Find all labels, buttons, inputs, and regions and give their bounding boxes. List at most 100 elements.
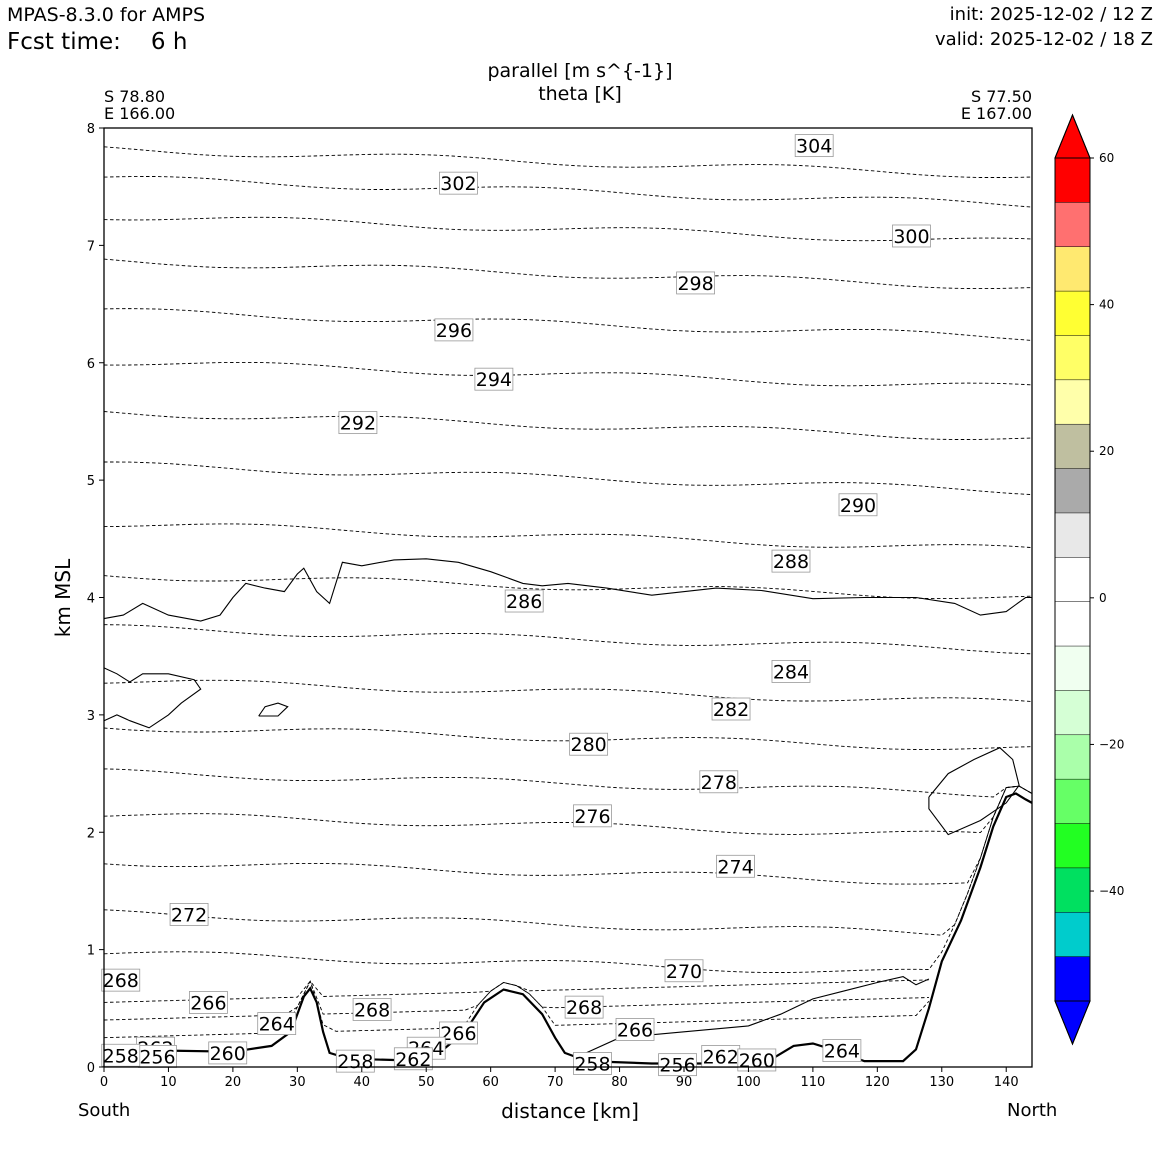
contour-label: 262 bbox=[703, 1046, 739, 1068]
y-tick-label: 2 bbox=[87, 826, 95, 841]
wind-contour bbox=[928, 747, 1020, 836]
contour-label-box bbox=[569, 732, 609, 756]
colorbar-tick-label: 60 bbox=[1099, 151, 1114, 165]
contour-label: 292 bbox=[340, 413, 376, 435]
contour-label-box bbox=[664, 959, 704, 983]
terrain-line bbox=[103, 792, 1033, 1065]
colorbar-segment bbox=[1055, 291, 1090, 336]
contour-label-box bbox=[338, 411, 378, 435]
contour-label: 274 bbox=[717, 856, 753, 878]
colorbar-segment bbox=[1055, 912, 1090, 957]
theta-contour bbox=[103, 980, 929, 1021]
south-label: South bbox=[78, 1100, 131, 1121]
x-tick-label: 80 bbox=[611, 1075, 628, 1090]
contour-label-box bbox=[504, 589, 544, 613]
contour-label-box bbox=[794, 134, 834, 158]
colorbar-segment bbox=[1055, 557, 1090, 602]
wind-contours bbox=[103, 558, 1032, 1056]
colorbar-extend-top bbox=[1054, 113, 1091, 159]
contour-label: 304 bbox=[796, 136, 832, 158]
y-tick-label: 7 bbox=[87, 239, 95, 254]
contour-label-box bbox=[615, 1018, 655, 1041]
contour-label: 286 bbox=[506, 591, 542, 613]
x-tick-label: 0 bbox=[100, 1075, 108, 1090]
theta-contour bbox=[103, 980, 930, 1039]
contour-label: 290 bbox=[840, 495, 876, 517]
x-tick-label: 140 bbox=[994, 1075, 1019, 1090]
left-endpoint-lon: E 166.00 bbox=[104, 104, 176, 123]
contour-label: 258 bbox=[103, 1045, 139, 1067]
x-tick-label: 40 bbox=[354, 1075, 371, 1090]
contour-label-box bbox=[257, 1012, 297, 1035]
contour-label-box bbox=[658, 1053, 697, 1077]
contour-label-box bbox=[573, 1052, 612, 1075]
theta-contour bbox=[103, 523, 1033, 549]
colorbar-segment bbox=[1055, 158, 1090, 203]
theta-contour bbox=[103, 146, 1033, 178]
init-time: init: 2025-12-02 / 12 Z bbox=[949, 4, 1153, 25]
x-tick-label: 50 bbox=[418, 1075, 435, 1090]
y-tick-label: 3 bbox=[87, 709, 95, 724]
colorbar-tick-label: 0 bbox=[1099, 591, 1107, 605]
theta-contour bbox=[103, 361, 1033, 387]
contour-label: 288 bbox=[773, 551, 809, 573]
y-tick-label: 1 bbox=[87, 944, 95, 959]
theta-contour bbox=[103, 624, 1033, 655]
contour-label-box bbox=[676, 271, 715, 295]
x-tick-label: 120 bbox=[865, 1075, 890, 1090]
contour-label: 264 bbox=[259, 1014, 295, 1036]
contour-label-box bbox=[169, 903, 209, 926]
axis-ticks: 0 10 20 30 40 50 60 70 80 90 100 110 120 130 140 0 1 2 3 4 5… bbox=[87, 122, 1019, 1090]
right-endpoint-lat: S 77.50 bbox=[970, 87, 1032, 106]
colorbar: 60 40 20 0 −20 −40 bbox=[1054, 113, 1124, 1046]
contour-label-box bbox=[352, 998, 392, 1021]
right-endpoint-lon: E 167.00 bbox=[960, 104, 1032, 123]
contour-label: 266 bbox=[190, 992, 226, 1014]
colorbar-segment bbox=[1055, 779, 1090, 824]
contour-label-box bbox=[439, 171, 478, 195]
forecast-time: Fcst time: 6 h bbox=[7, 29, 187, 55]
x-tick-label: 60 bbox=[482, 1075, 499, 1090]
contour-label-box bbox=[838, 493, 878, 517]
contour-label: 260 bbox=[739, 1050, 775, 1072]
left-endpoint-lat: S 78.80 bbox=[104, 87, 166, 106]
colorbar-tick-label: −20 bbox=[1099, 737, 1124, 751]
contour-label-box bbox=[393, 1047, 433, 1071]
contour-label: 276 bbox=[574, 806, 610, 828]
x-tick-label: 70 bbox=[547, 1075, 564, 1090]
wind-contour bbox=[580, 976, 930, 1056]
contour-label: 294 bbox=[476, 369, 512, 391]
colorbar-segment bbox=[1055, 379, 1090, 425]
wind-contour bbox=[103, 558, 1032, 622]
y-tick-label: 0 bbox=[87, 1061, 95, 1076]
contour-label: 256 bbox=[139, 1046, 175, 1068]
colorbar-segment bbox=[1055, 956, 1090, 1002]
forecast-time-value: 6 h bbox=[150, 29, 188, 55]
contour-label-box bbox=[564, 995, 604, 1019]
contour-label: 272 bbox=[171, 904, 207, 926]
colorbar-segment bbox=[1055, 601, 1090, 647]
colorbar-segment bbox=[1055, 424, 1090, 469]
theta-contour bbox=[103, 785, 1033, 973]
x-tick-label: 20 bbox=[225, 1075, 242, 1090]
valid-time: valid: 2025-12-02 / 18 Z bbox=[935, 29, 1153, 50]
contour-label: 284 bbox=[773, 661, 809, 683]
contour-label: 258 bbox=[337, 1051, 373, 1073]
contour-label: 282 bbox=[713, 699, 749, 721]
x-tick-label: 100 bbox=[736, 1075, 761, 1090]
y-tick-label: 6 bbox=[87, 357, 95, 372]
contour-label: 266 bbox=[440, 1023, 476, 1045]
theta-contour bbox=[103, 785, 1033, 835]
theta-contour bbox=[103, 575, 1033, 600]
x-tick-label: 130 bbox=[929, 1075, 954, 1090]
contour-label-box bbox=[188, 991, 228, 1014]
contour-label-box bbox=[711, 697, 751, 721]
wind-contour bbox=[258, 702, 289, 717]
colorbar-segment bbox=[1055, 690, 1090, 736]
colorbar-segment bbox=[1055, 335, 1090, 381]
wind-contour bbox=[103, 667, 202, 729]
contour-label: 278 bbox=[701, 772, 737, 794]
contour-label: 302 bbox=[440, 173, 476, 195]
theta-contour bbox=[103, 176, 1033, 208]
